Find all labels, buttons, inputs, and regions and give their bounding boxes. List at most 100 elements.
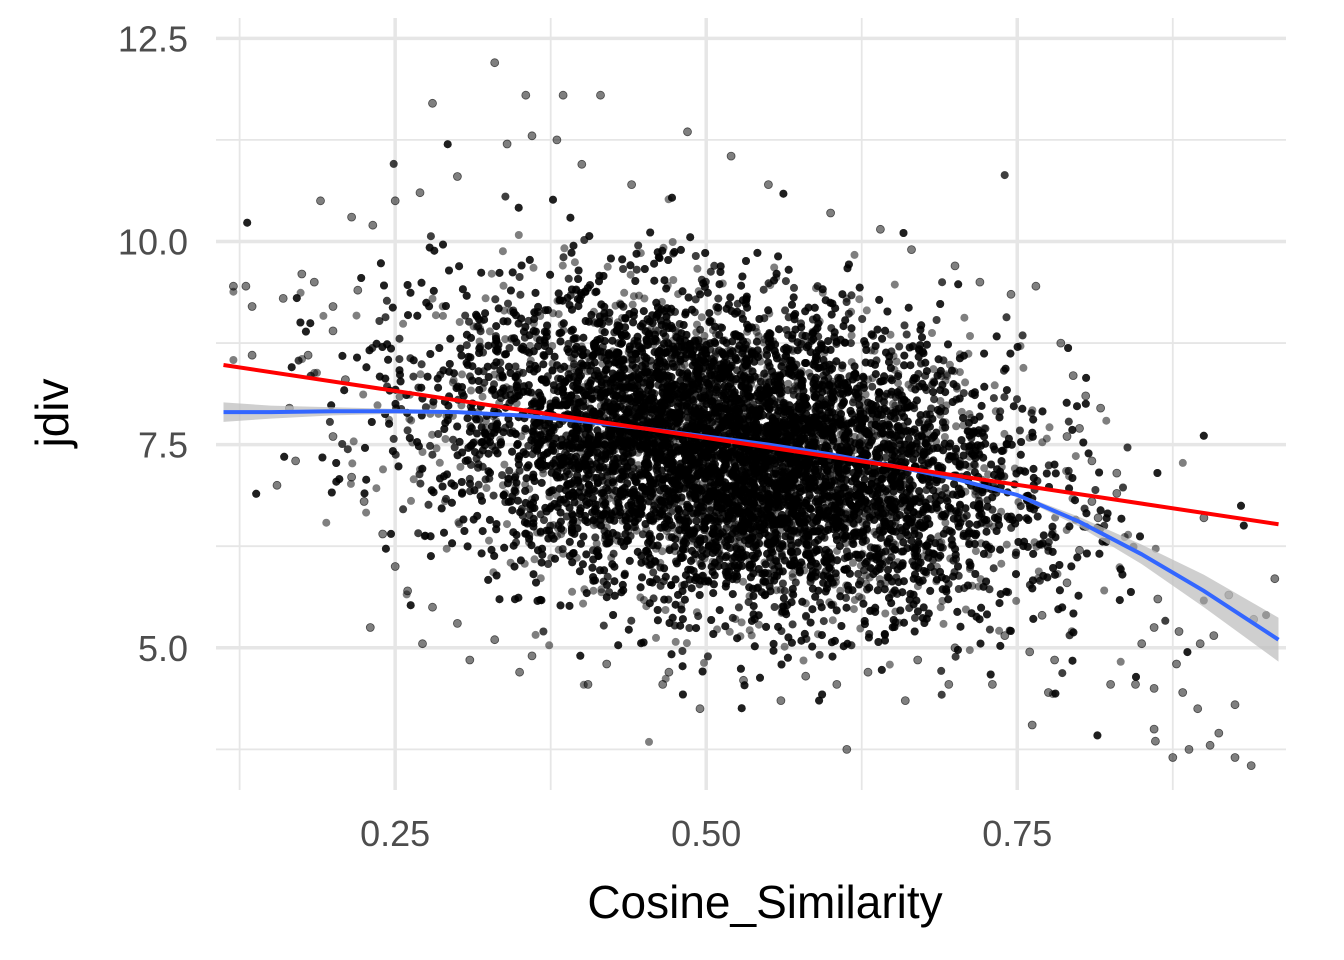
scatter-point bbox=[961, 605, 970, 614]
scatter-point bbox=[620, 288, 629, 297]
scatter-point bbox=[939, 619, 948, 628]
scatter-point bbox=[828, 616, 837, 625]
scatter-point bbox=[372, 484, 381, 493]
scatter-point bbox=[847, 331, 856, 340]
scatter-point bbox=[770, 263, 779, 272]
scatter-point bbox=[514, 231, 523, 239]
scatter-point bbox=[855, 295, 864, 304]
scatter-point bbox=[501, 335, 510, 344]
scatter-point bbox=[478, 392, 487, 401]
scatter-point bbox=[455, 318, 464, 326]
scatter-point bbox=[1045, 423, 1054, 432]
scatter-point bbox=[693, 264, 702, 273]
scatter-point bbox=[416, 370, 425, 379]
scatter-point bbox=[529, 263, 538, 272]
scatter-point bbox=[322, 518, 331, 527]
scatter-point bbox=[671, 637, 680, 646]
scatter-point bbox=[570, 258, 579, 267]
scatter-point bbox=[784, 379, 793, 388]
scatter-point bbox=[984, 470, 993, 479]
scatter-point bbox=[682, 639, 691, 648]
scatter-point bbox=[725, 627, 734, 636]
scatter-point bbox=[467, 386, 475, 395]
scatter-point bbox=[487, 269, 496, 278]
scatter-point bbox=[348, 459, 357, 468]
scatter-point bbox=[885, 660, 894, 669]
scatter-point bbox=[636, 593, 645, 602]
scatter-point bbox=[379, 465, 387, 474]
scatter-point bbox=[498, 247, 507, 256]
scatter-point bbox=[928, 329, 936, 337]
scatter-point bbox=[319, 311, 328, 320]
scatter-point bbox=[589, 586, 598, 595]
scatter-point bbox=[439, 311, 447, 320]
scatter-point bbox=[626, 270, 635, 279]
scatter-point bbox=[849, 558, 857, 567]
scatter-point bbox=[894, 379, 902, 388]
scatter-point bbox=[362, 508, 371, 517]
scatter-point bbox=[645, 737, 653, 746]
scatter-point bbox=[1012, 596, 1021, 605]
scatter-point bbox=[432, 444, 441, 453]
scatter-point bbox=[1178, 458, 1187, 467]
scatter-point bbox=[1102, 416, 1111, 425]
scatter-point bbox=[952, 422, 961, 431]
scatter-point bbox=[652, 633, 660, 642]
scatter-point bbox=[862, 306, 871, 315]
scatter-point bbox=[409, 475, 418, 484]
scatter-point bbox=[799, 656, 808, 665]
scatter-point bbox=[560, 244, 569, 253]
scatter-point bbox=[700, 658, 708, 667]
scatter-point bbox=[754, 620, 763, 629]
scatter-point bbox=[658, 547, 667, 556]
scatter-point bbox=[850, 250, 859, 259]
scatter-point bbox=[441, 435, 450, 443]
scatter-point bbox=[669, 276, 678, 284]
scatter-point bbox=[929, 365, 938, 374]
scatter-point bbox=[936, 603, 945, 612]
scatter-point bbox=[1071, 452, 1080, 461]
scatter-point bbox=[346, 479, 355, 488]
scatter-point bbox=[1116, 657, 1125, 666]
scatter-points bbox=[228, 58, 1280, 770]
scatter-point bbox=[395, 392, 404, 401]
scatter-point bbox=[418, 448, 427, 456]
scatter-point bbox=[700, 331, 709, 340]
scatter-point bbox=[966, 332, 974, 340]
scatter-point bbox=[373, 401, 382, 410]
scatter-point bbox=[485, 327, 494, 336]
scatter-point bbox=[349, 437, 358, 446]
scatter-point bbox=[790, 382, 799, 391]
scatter-point bbox=[990, 381, 999, 390]
scatter-point bbox=[980, 464, 989, 473]
scatter-point bbox=[1100, 586, 1109, 595]
scatter-point bbox=[890, 280, 899, 289]
scatter-point bbox=[531, 630, 540, 639]
scatter-point bbox=[229, 356, 238, 364]
scatter-point bbox=[485, 536, 493, 545]
scatter-point bbox=[628, 300, 637, 309]
scatter-point bbox=[668, 238, 677, 246]
scatter-point bbox=[849, 605, 858, 614]
scatter-point bbox=[668, 506, 677, 515]
scatter-point bbox=[428, 294, 437, 303]
scatter-point bbox=[961, 378, 970, 387]
scatter-point bbox=[640, 294, 649, 303]
scatter-point bbox=[399, 319, 408, 328]
scatter-point bbox=[521, 480, 530, 489]
scatter-point bbox=[530, 555, 539, 564]
scatter-point bbox=[737, 618, 746, 627]
scatter-point bbox=[435, 458, 444, 467]
scatter-point bbox=[407, 496, 415, 505]
scatter-point bbox=[739, 577, 748, 586]
scatter-point bbox=[499, 281, 508, 290]
scatter-point bbox=[836, 586, 845, 595]
scatter-point bbox=[428, 430, 437, 439]
scatter-point bbox=[1019, 363, 1028, 372]
scatter-point bbox=[352, 311, 361, 320]
scatter-point bbox=[661, 606, 670, 614]
scatter-point bbox=[957, 407, 966, 416]
scatter-point bbox=[965, 646, 974, 655]
scatter-point bbox=[971, 547, 980, 556]
